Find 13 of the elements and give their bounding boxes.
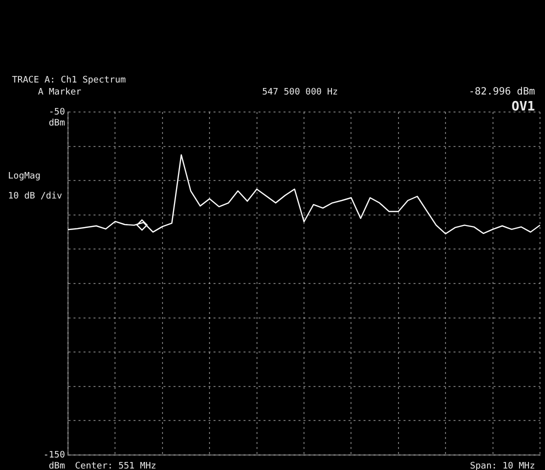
chart-title: TRACE A: Ch1 Spectrum xyxy=(12,75,126,86)
text: dBm xyxy=(48,461,65,470)
text: A Marker xyxy=(38,87,82,98)
text: dBm xyxy=(48,118,65,128)
text: -82.996 dBm xyxy=(468,86,535,98)
annotation: OV1 xyxy=(512,99,536,114)
text: 10 dB /div xyxy=(8,191,62,202)
text: Center: 551 MHz xyxy=(75,461,156,470)
text: 547 500 000 Hz xyxy=(262,87,338,98)
y-tick-label: -150 xyxy=(43,450,65,460)
text: Span: 10 MHz xyxy=(470,461,535,470)
y-tick-label: -50 xyxy=(48,107,65,118)
text: LogMag xyxy=(8,171,41,182)
